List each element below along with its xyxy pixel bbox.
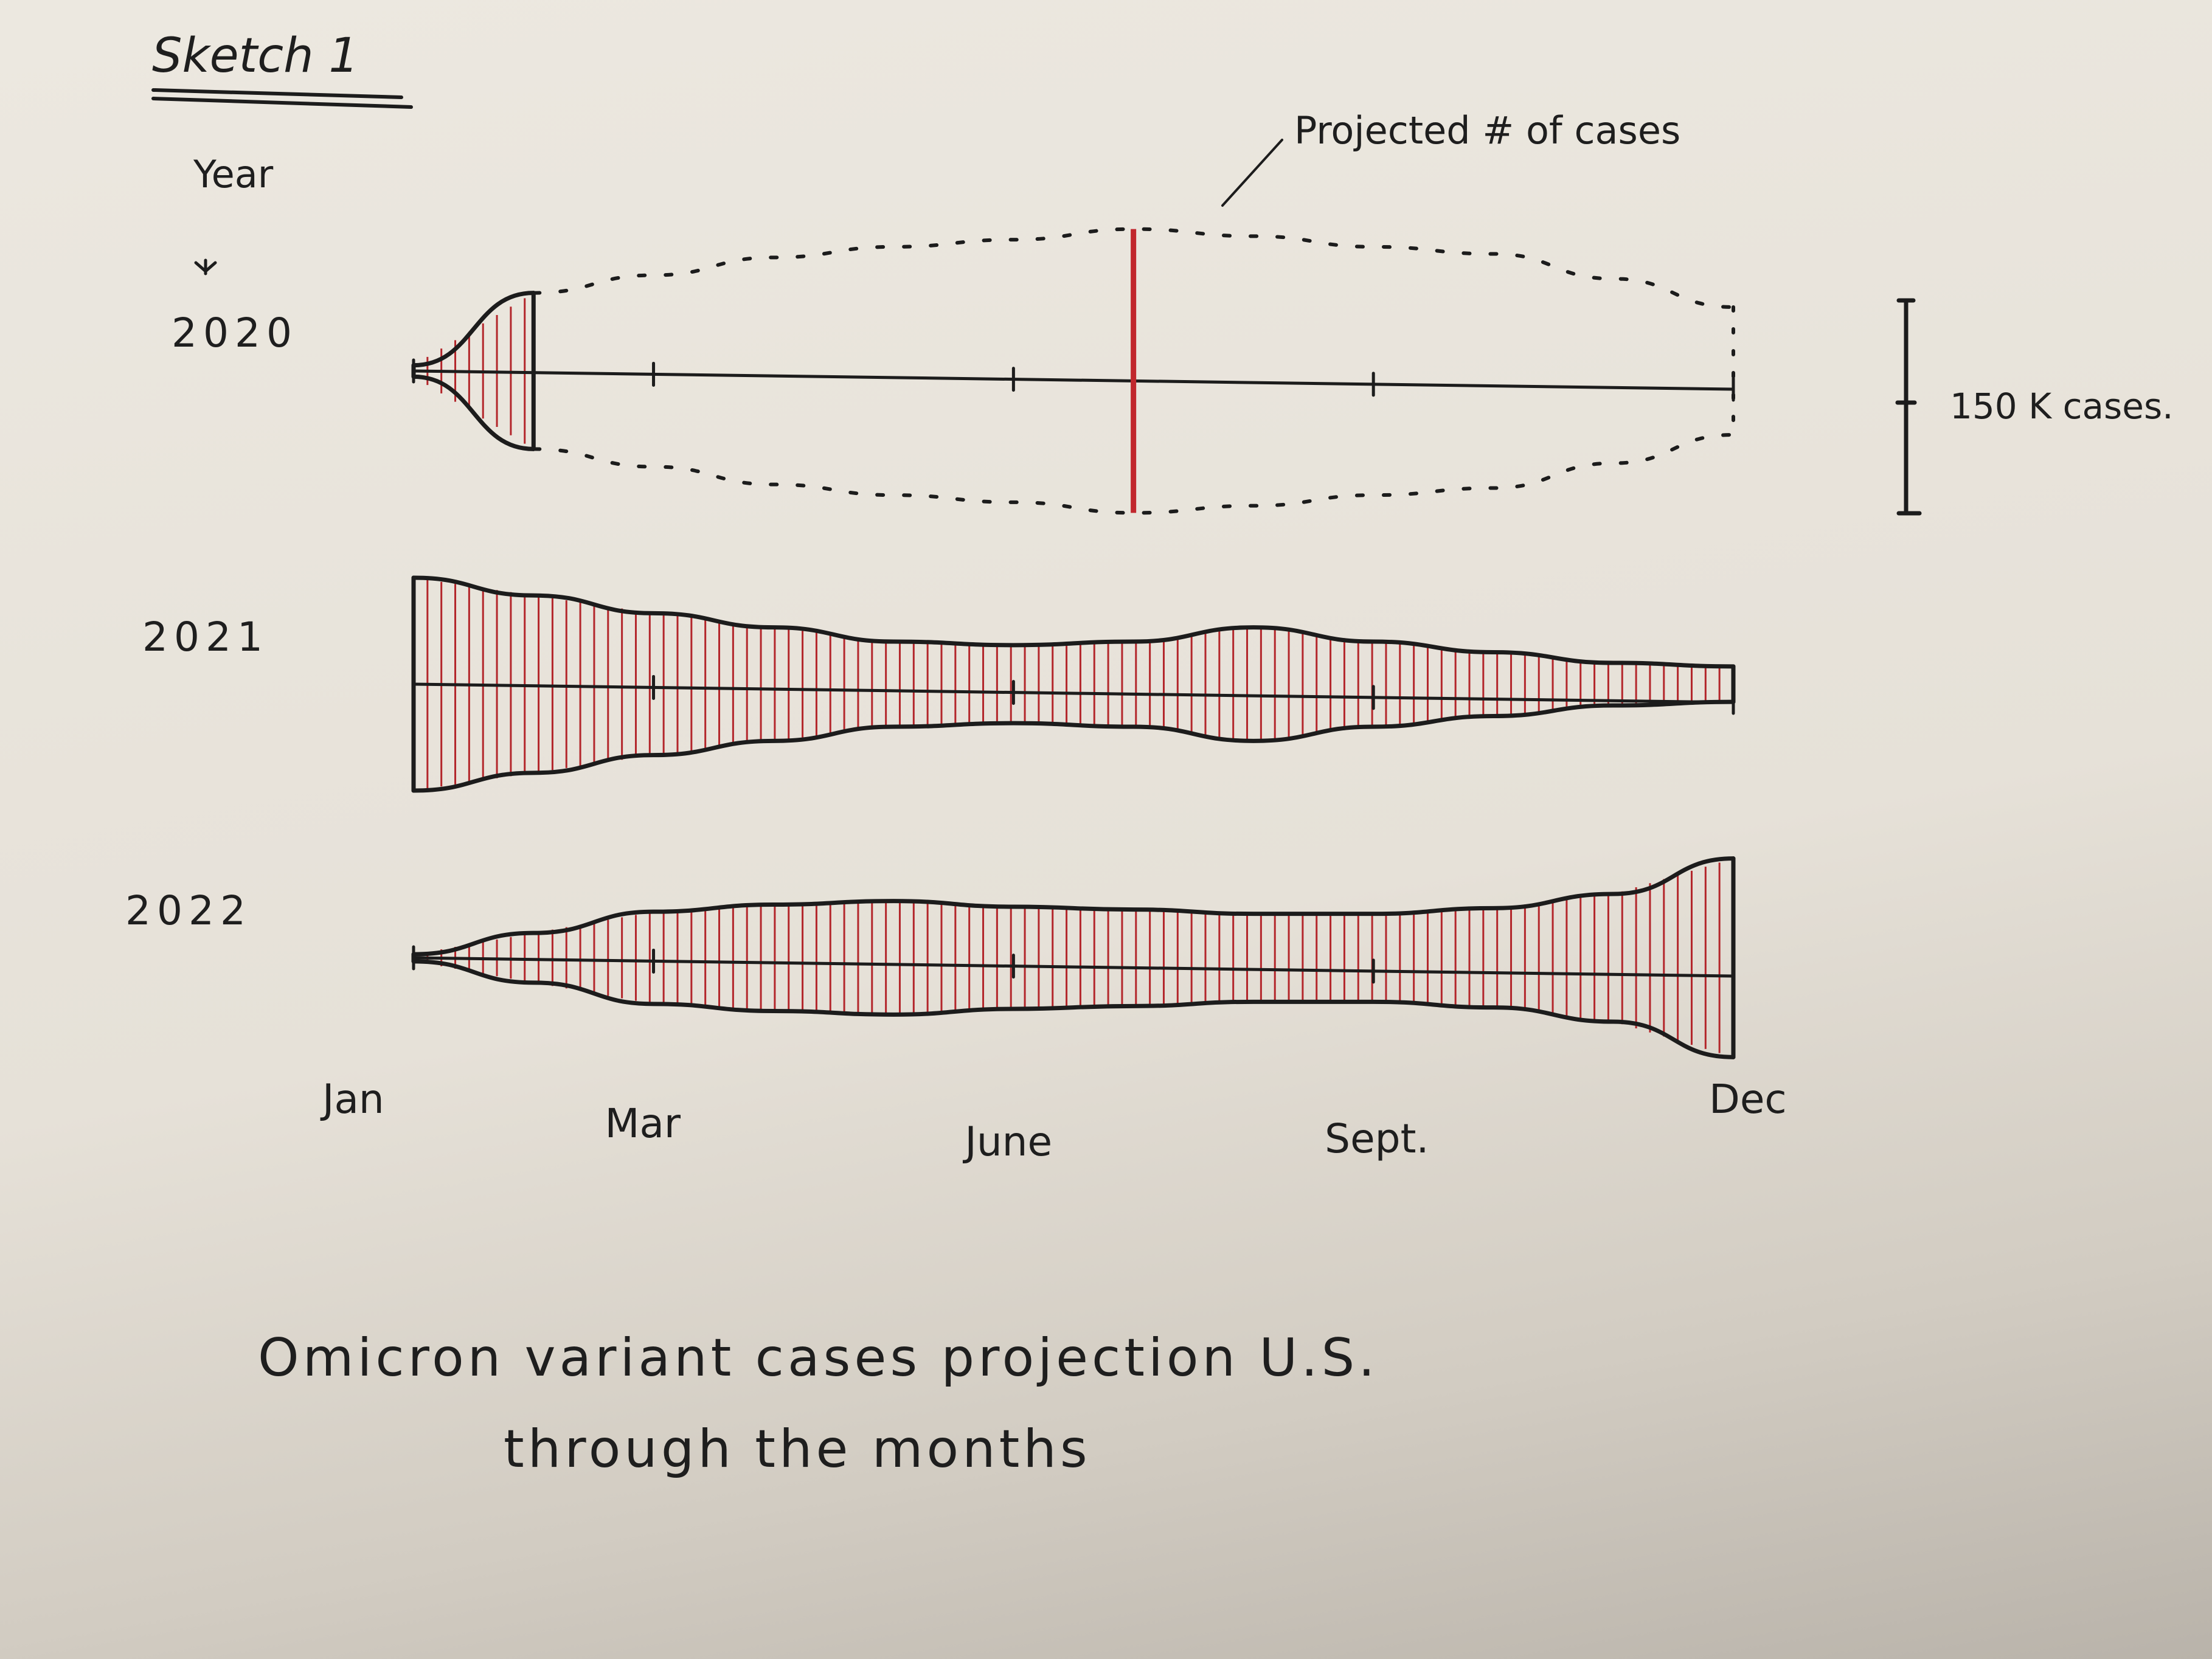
series-outline-top — [411, 856, 1736, 957]
row-2020 — [411, 227, 1735, 515]
caption-line-1: Omicron variant cases projection U.S. — [258, 1328, 1379, 1388]
sketch-title: Sketch 1 — [152, 29, 359, 83]
caption-line-2: through the months — [504, 1419, 1091, 1480]
row-2022 — [411, 856, 1736, 1059]
y-axis-label: Year — [193, 152, 274, 196]
row-label-2022: 2022 — [125, 887, 252, 934]
series-outline-top — [411, 575, 1736, 669]
series-outline-top — [411, 291, 536, 368]
projection-outline-bottom — [532, 433, 1735, 515]
scale-bar-line — [1895, 298, 1922, 516]
down-arrow-icon — [194, 258, 217, 275]
annotation-leader — [1221, 139, 1283, 207]
scale-bar-label: 150 K cases. — [1950, 386, 2174, 427]
title-underline — [151, 88, 403, 99]
title-underline-2 — [151, 97, 413, 109]
row-label-2021: 2021 — [142, 614, 269, 660]
month-label: Dec — [1709, 1076, 1787, 1123]
row-2021 — [411, 575, 1736, 793]
series-outline-bottom — [411, 959, 1736, 1059]
month-label: June — [962, 1118, 1052, 1165]
annotation-text: Projected # of cases — [1294, 108, 1680, 153]
month-label: Mar — [605, 1100, 681, 1147]
scale-bar: 150 K cases. — [1895, 298, 2174, 516]
row-axis — [412, 682, 1735, 704]
month-labels: Jan Mar June Sept. Dec — [320, 1076, 1787, 1165]
series-outline-bottom — [411, 699, 1736, 793]
hatching — [412, 858, 1735, 1058]
month-label: Sept. — [1325, 1115, 1429, 1162]
series-outline-bottom — [411, 374, 536, 451]
month-label: Jan — [320, 1076, 384, 1123]
projection-annotation: Projected # of cases — [1131, 108, 1680, 513]
projection-outline-top — [532, 227, 1735, 309]
row-label-2020: 2020 — [172, 310, 298, 356]
row-axis — [412, 956, 1735, 978]
row-axis — [412, 369, 1735, 391]
